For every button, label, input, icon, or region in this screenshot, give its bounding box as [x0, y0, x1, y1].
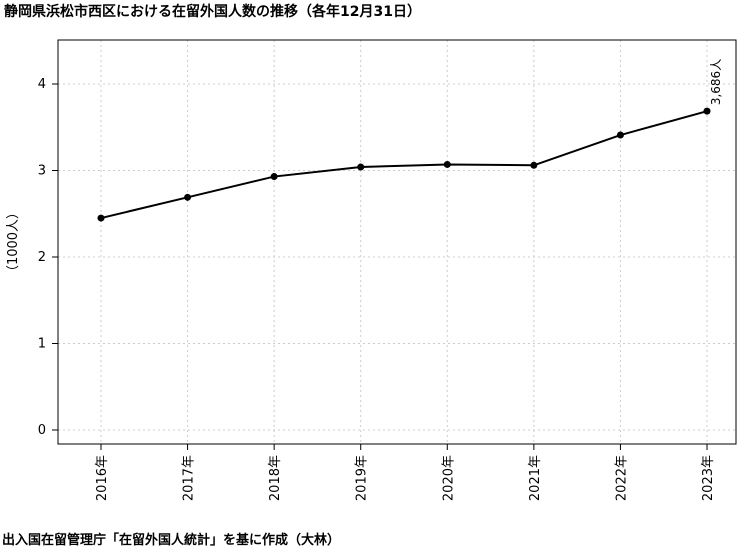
source-note: 出入国在留管理庁「在留外国人統計」を基に作成（大林） [2, 533, 341, 548]
data-point [270, 173, 278, 181]
data-point [616, 131, 624, 139]
x-tick-label: 2018年 [268, 455, 283, 501]
x-tick-label: 2017年 [182, 455, 197, 501]
x-tick-label: 2016年 [95, 455, 110, 501]
x-tick-label: 2021年 [528, 455, 543, 501]
data-point [184, 193, 192, 201]
data-point [703, 107, 711, 115]
y-tick-label: 4 [38, 77, 46, 92]
labels: 3,686人 [709, 59, 723, 105]
data-point [357, 163, 365, 171]
y-tick-label: 3 [38, 164, 46, 179]
series-line [97, 107, 711, 222]
x-tick-label: 2023年 [701, 455, 716, 501]
series-line-path [100, 110, 708, 220]
chart-title: 静岡県浜松市西区における在留外国人数の推移（各年12月31日） [4, 4, 421, 20]
y-tick-label: 2 [38, 250, 46, 265]
y-tick-label: 1 [38, 337, 46, 352]
x-tick-label: 2019年 [355, 455, 370, 501]
x-tick-label: 2020年 [441, 455, 456, 501]
data-point [97, 214, 105, 222]
data-point [443, 160, 451, 168]
plot-frame [57, 39, 737, 445]
grid-lines [58, 40, 736, 444]
data-label: 3,686人 [709, 59, 723, 105]
y-tick-label: 0 [38, 423, 46, 438]
axes: 0 1 2 3 4 2016年 2017年 2018年 2019年 2020年 2021年 2022年… [6, 77, 716, 501]
data-point [530, 161, 538, 169]
x-tick-label: 2022年 [614, 455, 629, 501]
y-axis-label: （1000人） [6, 206, 21, 278]
